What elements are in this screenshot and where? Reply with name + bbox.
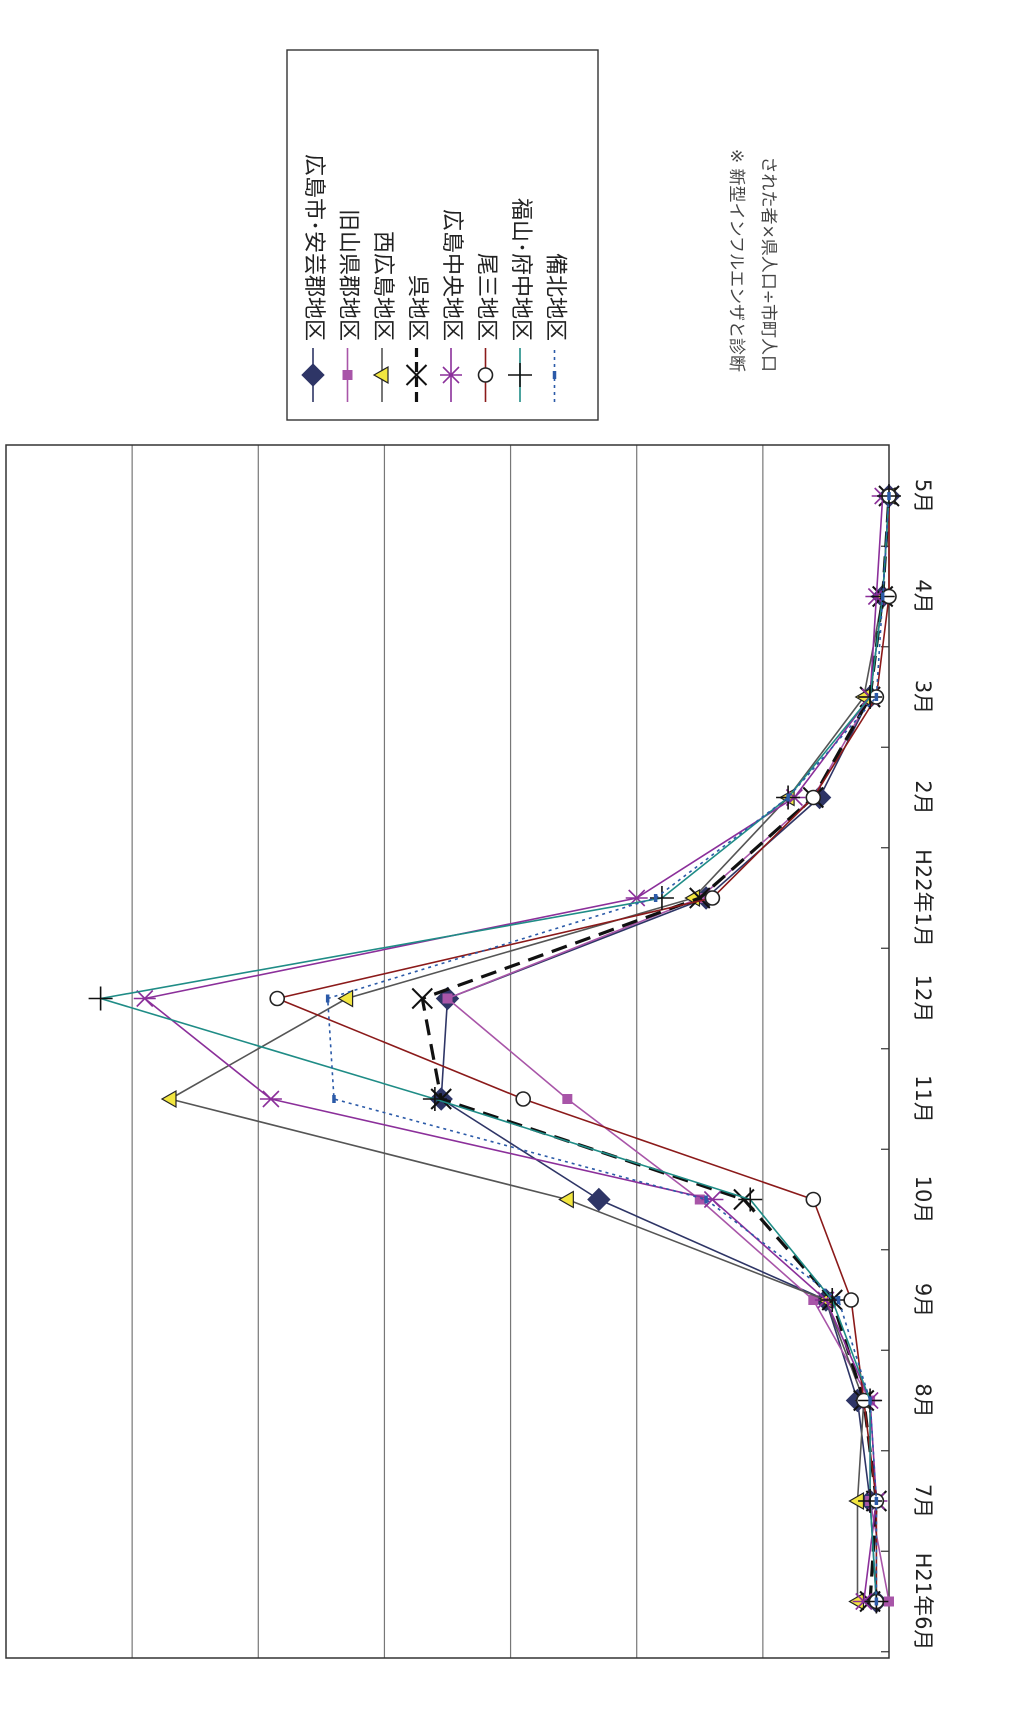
x-tick-label: H21年6月 bbox=[911, 1553, 935, 1651]
x-axis-ticks: H21年6月 7月 8月 9月 10月 11月 12月 H22年1月 2月 3月 4月 5月 bbox=[911, 479, 935, 1651]
data-point bbox=[562, 1094, 573, 1104]
x-tick-label: 2月 bbox=[911, 780, 935, 814]
footnote-line-1: ※ 新型インフルエンザと診断 bbox=[726, 149, 746, 372]
data-point bbox=[689, 887, 711, 909]
x-tick-label: H22年1月 bbox=[911, 849, 935, 947]
data-point bbox=[858, 1489, 883, 1513]
legend: 広島市･安芸郡地区 旧山県郡地区 西広島地区 呉地区 広島中央地区 尾三地区 福山･府中地区… bbox=[286, 49, 599, 421]
plot-frame bbox=[5, 444, 890, 1659]
x-tick-label: 3月 bbox=[911, 680, 935, 714]
series-line bbox=[169, 495, 890, 1602]
legend-item: 西広島地区 bbox=[370, 231, 395, 402]
legend-item: 広島中央地区 bbox=[439, 209, 464, 402]
plot-area bbox=[5, 444, 901, 1659]
data-point bbox=[805, 789, 822, 806]
series-line bbox=[446, 495, 890, 1602]
legend-item: 尾三地区 bbox=[474, 253, 499, 402]
legend-marker bbox=[405, 364, 428, 386]
data-point bbox=[259, 1090, 282, 1108]
x-tick-label: 9月 bbox=[911, 1283, 935, 1317]
series-line bbox=[276, 496, 890, 1602]
data-point bbox=[558, 1190, 574, 1209]
legend-label: 広島市･安芸郡地区 bbox=[301, 154, 326, 341]
x-tick-label: 10月 bbox=[911, 1176, 935, 1224]
legend-marker bbox=[508, 363, 532, 387]
legend-item: 備北地区 bbox=[543, 253, 568, 402]
legend-label: 備北地区 bbox=[543, 253, 568, 341]
legend-label: 尾三地区 bbox=[474, 253, 499, 341]
data-point bbox=[884, 1596, 894, 1607]
legend-marker bbox=[440, 366, 462, 384]
series-line bbox=[99, 495, 890, 1602]
x-tick-label: 5月 bbox=[911, 479, 935, 513]
data-point bbox=[422, 1087, 447, 1111]
series-6 bbox=[269, 488, 897, 1610]
series-4 bbox=[411, 485, 900, 1613]
x-tick-label: 7月 bbox=[911, 1484, 935, 1518]
data-point bbox=[411, 987, 433, 1010]
x-tick-label: 11月 bbox=[911, 1075, 935, 1123]
x-tick-label: 4月 bbox=[911, 579, 935, 613]
x-tick-label: 8月 bbox=[911, 1383, 935, 1417]
legend-item: 旧山県郡地区 bbox=[336, 209, 361, 402]
data-point bbox=[694, 1194, 705, 1205]
data-point bbox=[843, 1292, 859, 1308]
data-point bbox=[587, 1187, 611, 1212]
legend-marker bbox=[372, 365, 389, 385]
legend-marker bbox=[477, 367, 494, 383]
legend-item: 広島市･安芸郡地区 bbox=[301, 154, 326, 402]
data-point bbox=[808, 1295, 819, 1305]
data-point bbox=[649, 886, 674, 910]
legend-item: 呉地区 bbox=[405, 275, 430, 402]
series-line bbox=[420, 495, 891, 1602]
data-point bbox=[738, 1187, 763, 1212]
data-point bbox=[805, 1191, 822, 1208]
data-point bbox=[269, 990, 286, 1007]
series-8 bbox=[325, 492, 891, 1606]
legend-label: 呉地区 bbox=[405, 275, 430, 341]
data-point bbox=[704, 890, 721, 906]
legend-marker bbox=[301, 363, 325, 387]
data-point bbox=[160, 1089, 177, 1109]
legend-box bbox=[286, 49, 599, 421]
x-tick-label: 12月 bbox=[911, 975, 935, 1023]
data-point bbox=[88, 986, 113, 1011]
data-point bbox=[337, 989, 354, 1008]
legend-marker bbox=[342, 370, 353, 380]
series-line bbox=[326, 495, 890, 1602]
footnote-line-2: された者×県人口÷市町人口 bbox=[758, 157, 778, 373]
legend-item: 福山･府中地区 bbox=[508, 198, 533, 402]
legend-label: 広島中央地区 bbox=[439, 209, 464, 341]
series-line bbox=[144, 495, 884, 1602]
footnote: ※ 新型インフルエンザと診断 された者×県人口÷市町人口 bbox=[726, 149, 778, 372]
legend-label: 旧山県郡地区 bbox=[336, 209, 361, 341]
legend-label: 西広島地区 bbox=[370, 231, 395, 341]
legend-label: 福山･府中地区 bbox=[508, 198, 533, 341]
data-point bbox=[442, 993, 453, 1004]
data-point bbox=[515, 1091, 531, 1107]
series-1 bbox=[429, 484, 901, 1614]
series-5 bbox=[133, 487, 894, 1611]
series-3 bbox=[160, 486, 896, 1611]
data-point bbox=[133, 989, 156, 1008]
series-7 bbox=[88, 484, 901, 1614]
